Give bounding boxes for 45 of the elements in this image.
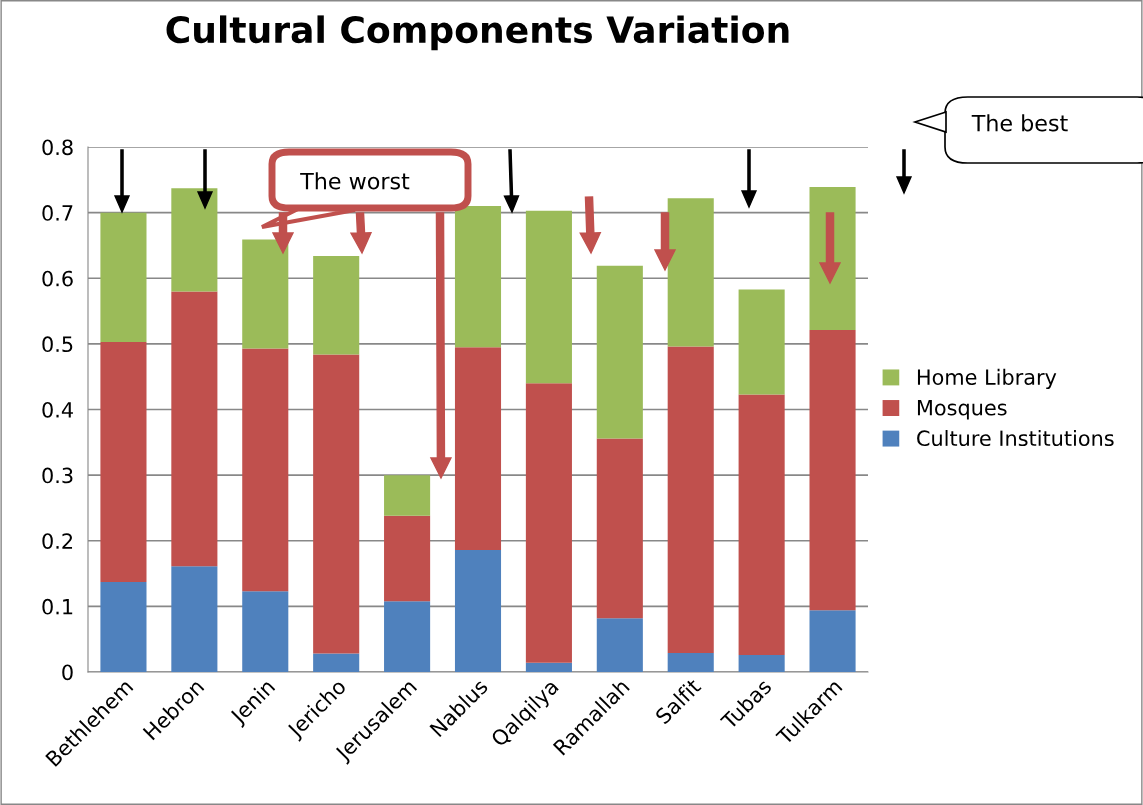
bar bbox=[384, 601, 431, 672]
bar bbox=[100, 341, 147, 583]
bar bbox=[313, 255, 360, 355]
bar bbox=[100, 582, 147, 672]
bar bbox=[384, 515, 431, 602]
bar bbox=[667, 346, 714, 653]
bar bbox=[171, 188, 218, 292]
bar bbox=[596, 265, 643, 439]
bar bbox=[596, 618, 643, 672]
bar bbox=[667, 198, 714, 347]
bar bbox=[738, 654, 785, 672]
annotation: The worst bbox=[300, 172, 410, 190]
bar bbox=[171, 291, 218, 567]
y-tick-label: 0.5 bbox=[42, 336, 73, 353]
bar bbox=[596, 438, 643, 619]
bar bbox=[242, 591, 289, 672]
y-tick-label: 0.8 bbox=[42, 139, 73, 156]
text: The best bbox=[971, 114, 1068, 132]
y-tick-label: 0.4 bbox=[42, 401, 73, 418]
chart-title: Cultural Components Variation bbox=[166, 15, 789, 51]
bar bbox=[100, 212, 147, 342]
bar bbox=[525, 210, 572, 384]
legend-label: Mosques bbox=[917, 400, 1007, 420]
bar bbox=[667, 652, 714, 672]
bar bbox=[384, 475, 431, 516]
bar bbox=[525, 383, 572, 663]
bar bbox=[809, 610, 856, 672]
bar bbox=[313, 653, 360, 672]
bar bbox=[738, 394, 785, 655]
bar bbox=[738, 289, 785, 395]
y-tick-label: 0.2 bbox=[42, 533, 73, 549]
y-tick-label: 0.3 bbox=[42, 467, 73, 484]
bar bbox=[809, 330, 856, 611]
bar bbox=[242, 239, 289, 349]
bar bbox=[525, 662, 572, 672]
bar bbox=[171, 566, 218, 672]
y-tick-label: 0.7 bbox=[42, 205, 73, 221]
y-tick-label: 0.6 bbox=[42, 270, 73, 287]
legend-label: Home Library bbox=[917, 368, 1057, 389]
y-tick-label: 0.1 bbox=[42, 598, 73, 615]
y-tick-label: 0 bbox=[62, 664, 73, 681]
bar bbox=[242, 348, 289, 592]
bar bbox=[454, 549, 502, 672]
bar bbox=[313, 354, 360, 654]
legend-label: Culture Institutions bbox=[917, 430, 1114, 447]
